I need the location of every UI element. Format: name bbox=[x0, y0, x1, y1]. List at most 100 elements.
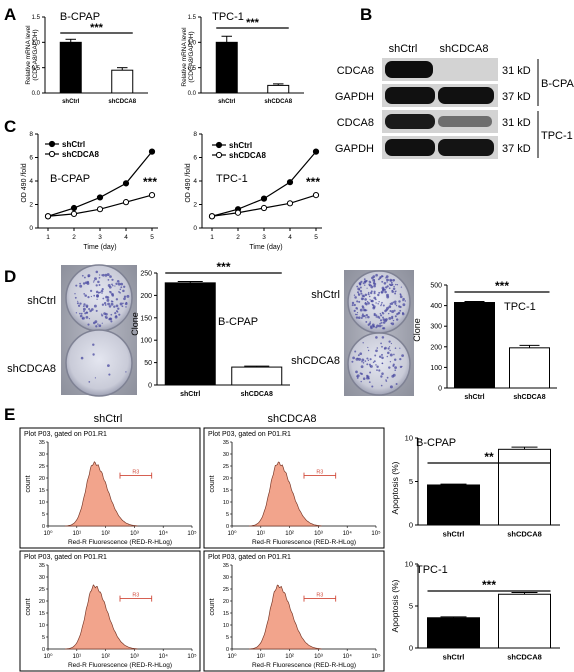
y-tick-label: 4 bbox=[193, 178, 197, 185]
x-tick-label: shCDCA8 bbox=[513, 394, 545, 401]
flow-x-tick-label: 10¹ bbox=[72, 654, 81, 660]
colony-dot bbox=[100, 313, 103, 315]
x-tick-label: 3 bbox=[262, 234, 266, 241]
panel-a1-ylabel-line2: (CDCA8/GAPDH) bbox=[32, 29, 39, 80]
colony-dot bbox=[360, 317, 363, 319]
point-shctrl bbox=[286, 179, 294, 186]
colony-dot bbox=[368, 322, 371, 325]
colony-dot bbox=[351, 360, 354, 363]
colony-dot bbox=[396, 312, 399, 316]
flow-y-tick-label: 10 bbox=[39, 623, 45, 629]
colony-dot bbox=[366, 287, 368, 289]
significance-stars: ** bbox=[484, 450, 494, 464]
colony-dot bbox=[365, 314, 368, 317]
flow-histogram-peak bbox=[248, 584, 322, 650]
colony-dot bbox=[373, 360, 376, 363]
colony-dot bbox=[365, 320, 368, 323]
flow-x-label: Red-R Fluorescence (RED-R-HLog) bbox=[252, 662, 356, 669]
colony-dot bbox=[375, 316, 377, 318]
flow-y-tick-label: 10 bbox=[39, 500, 45, 506]
colony-dot bbox=[389, 310, 392, 312]
colony-dot bbox=[372, 361, 375, 364]
colony-dot bbox=[378, 355, 382, 358]
bar-shctrl bbox=[164, 282, 216, 386]
colony-dot bbox=[356, 376, 359, 379]
flow-y-label: count bbox=[209, 475, 216, 492]
colony-dot bbox=[381, 311, 384, 314]
flow-header-shctrl: shCtrl bbox=[94, 413, 123, 425]
flow-y-tick-label: 25 bbox=[223, 587, 229, 593]
flow-y-tick-label: 5 bbox=[42, 635, 45, 641]
colony-dot bbox=[85, 311, 88, 314]
colony-dot bbox=[351, 304, 354, 307]
flow-y-label: count bbox=[25, 475, 32, 492]
panel-a2-ylabel-line1: Relative mRNA level bbox=[181, 27, 188, 87]
blot-group-bcpap: B-CPAP bbox=[541, 78, 574, 90]
colony-dot bbox=[83, 276, 86, 279]
panel-e-chart-2: TPC-1 Apoptosis (%) 0 5 10 shCtrl shCDCA8 *** bbox=[390, 560, 560, 662]
flow-histogram-peak bbox=[64, 584, 138, 650]
colony-dot bbox=[120, 286, 123, 289]
colony-dot bbox=[370, 285, 374, 289]
colony-dot bbox=[87, 295, 90, 299]
colony-dot bbox=[371, 323, 375, 327]
y-tick-label: 8 bbox=[29, 131, 33, 138]
colony-dot bbox=[369, 281, 372, 284]
colony-dot bbox=[105, 275, 107, 278]
panel-c1-ylabel: OD 490 /fold bbox=[21, 163, 28, 202]
colony-dot bbox=[388, 366, 391, 369]
flow-x-label: Red-R Fluorescence (RED-R-HLog) bbox=[68, 662, 172, 669]
colony-dot bbox=[394, 300, 397, 303]
y-tick-label: 100 bbox=[140, 338, 152, 345]
y-tick-label: 150 bbox=[140, 315, 152, 322]
colony-dot bbox=[95, 284, 98, 287]
colony-dot bbox=[400, 286, 403, 288]
significance-stars: *** bbox=[246, 17, 260, 29]
colony-dot bbox=[378, 324, 382, 328]
y-tick-label: 100 bbox=[430, 365, 442, 372]
colony-dot bbox=[75, 312, 78, 314]
colony-dot bbox=[366, 300, 369, 303]
colony-dot bbox=[388, 316, 392, 320]
colony-dot bbox=[90, 308, 94, 311]
flow-y-tick-label: 15 bbox=[39, 488, 45, 494]
flow-y-label: count bbox=[209, 598, 216, 615]
colony-dot bbox=[351, 301, 355, 305]
colony-dot bbox=[119, 288, 122, 291]
flow-y-tick-label: 20 bbox=[39, 476, 45, 482]
flow-y-tick-label: 5 bbox=[226, 635, 229, 641]
flow-y-label: count bbox=[25, 598, 32, 615]
significance-stars: *** bbox=[143, 175, 157, 189]
colony-dot bbox=[125, 371, 127, 373]
colony-dot bbox=[121, 305, 124, 308]
flow-x-tick-label: 10² bbox=[101, 531, 110, 537]
significance-stars: *** bbox=[482, 578, 496, 592]
colony-dot bbox=[354, 296, 357, 299]
colony-dot bbox=[362, 298, 364, 300]
colony-dot bbox=[362, 361, 365, 364]
colony-dot bbox=[365, 303, 368, 306]
colony-dot bbox=[355, 316, 359, 319]
colony-dot bbox=[369, 291, 373, 295]
point-shcdca8 bbox=[122, 199, 130, 206]
y-tick-label: 4 bbox=[29, 178, 33, 185]
panel-c1-title: B-CPAP bbox=[50, 173, 90, 185]
colony-dot bbox=[114, 311, 117, 315]
bar-shctrl bbox=[454, 302, 495, 389]
colony-dot bbox=[376, 369, 378, 371]
y-tick-label: 400 bbox=[430, 303, 442, 310]
colony-dot bbox=[395, 283, 397, 286]
colony-dot bbox=[373, 292, 376, 295]
colony-dot bbox=[352, 356, 355, 360]
colony-dot bbox=[382, 275, 384, 278]
colony-dot bbox=[122, 289, 125, 293]
significance-stars: *** bbox=[306, 175, 320, 189]
panel-d2-title: TPC-1 bbox=[504, 301, 536, 313]
panel-a1-title: B-CPAP bbox=[60, 11, 100, 23]
colony-dot bbox=[384, 288, 387, 291]
colony-dot bbox=[123, 297, 126, 301]
x-tick-label: shCtrl bbox=[218, 99, 236, 105]
flow-gate-label: R3 bbox=[132, 470, 139, 476]
colony-dot bbox=[386, 376, 389, 379]
colony-dot bbox=[93, 295, 95, 297]
